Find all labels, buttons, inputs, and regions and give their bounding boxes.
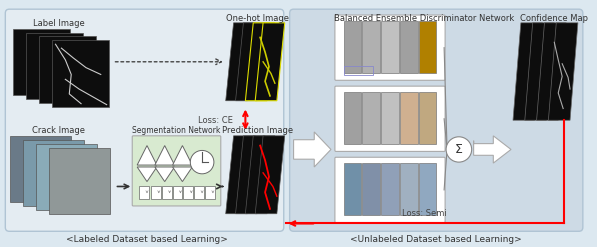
Text: Loss: Semi: Loss: Semi [402,209,447,218]
Polygon shape [513,23,543,120]
Bar [10,136,71,202]
Circle shape [190,150,214,174]
Bar [400,163,417,215]
Text: Balanced Ensemble Discriminator Network: Balanced Ensemble Discriminator Network [334,14,515,23]
Bar [344,163,361,215]
Bar [39,37,96,103]
Bar [362,21,380,73]
Polygon shape [173,167,192,182]
Text: Confidence Map: Confidence Map [521,14,588,23]
Bar [418,163,436,215]
Bar [183,185,193,199]
Bar [36,144,97,210]
Polygon shape [137,145,157,165]
Text: Loss: CE: Loss: CE [198,116,233,125]
Polygon shape [549,23,578,120]
Polygon shape [226,23,255,101]
FancyBboxPatch shape [5,9,284,231]
Text: $\Sigma$: $\Sigma$ [454,143,463,156]
Bar [26,33,83,99]
Bar [162,185,171,199]
Polygon shape [537,23,566,120]
Polygon shape [173,145,192,165]
Polygon shape [245,136,275,214]
Bar [381,163,399,215]
Bar [362,92,380,144]
FancyBboxPatch shape [335,86,445,151]
Polygon shape [155,145,174,165]
Bar [418,21,436,73]
Polygon shape [137,167,157,182]
Polygon shape [245,23,275,101]
Bar [194,185,204,199]
Polygon shape [236,23,265,101]
Text: <Unlabeled Dataset based Learning>: <Unlabeled Dataset based Learning> [350,235,522,244]
Bar [381,92,399,144]
FancyBboxPatch shape [290,9,583,231]
Polygon shape [255,136,285,214]
Bar [13,29,70,95]
Text: Label Image: Label Image [33,19,84,28]
FancyBboxPatch shape [133,136,221,206]
Polygon shape [226,136,255,214]
Bar [48,147,110,214]
Polygon shape [155,167,174,182]
Polygon shape [255,23,285,101]
Bar [344,66,373,75]
Text: One-hot Image: One-hot Image [226,14,289,23]
Bar [51,40,109,107]
Bar [344,21,361,73]
Bar [400,92,417,144]
Bar [381,21,399,73]
FancyBboxPatch shape [335,15,445,80]
Polygon shape [236,136,265,214]
Polygon shape [473,136,511,163]
Bar [151,185,161,199]
Text: Segmentation Network: Segmentation Network [133,126,221,135]
Polygon shape [525,23,554,120]
Bar [205,185,215,199]
Bar [362,163,380,215]
Bar [400,21,417,73]
Bar [139,185,149,199]
Bar [173,185,183,199]
Bar [418,92,436,144]
FancyBboxPatch shape [335,157,445,223]
Text: <Labeled Dataset based Learning>: <Labeled Dataset based Learning> [66,235,228,244]
Text: Prediction Image: Prediction Image [221,126,293,135]
Text: Crack Image: Crack Image [32,126,85,135]
Circle shape [446,137,472,162]
Bar [23,140,84,206]
Bar [344,92,361,144]
Polygon shape [294,132,331,167]
